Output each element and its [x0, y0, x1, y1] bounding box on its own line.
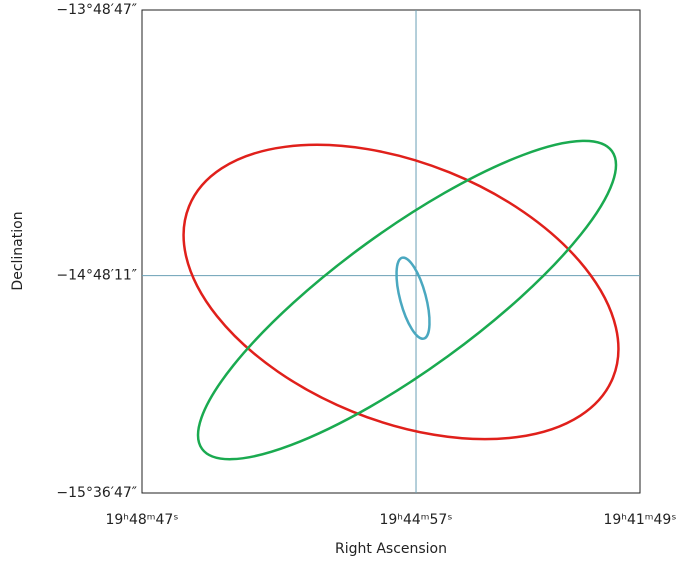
- x-tick-label: 19ʰ41ᵐ49ˢ: [603, 512, 676, 528]
- error-ellipse: [196, 139, 618, 461]
- plot-frame: [141, 9, 641, 494]
- x-tick-label: 19ʰ44ᵐ57ˢ: [379, 512, 452, 528]
- x-tick-label: 19ʰ48ᵐ47ˢ: [105, 512, 178, 528]
- x-axis-title: Right Ascension: [335, 541, 447, 557]
- y-tick-label: −13°48′47″: [56, 2, 137, 18]
- error-ellipse: [182, 143, 620, 441]
- y-tick-label: −14°48′11″: [56, 268, 137, 284]
- error-ellipse: [395, 256, 431, 340]
- y-axis-title: Declination: [10, 211, 26, 290]
- y-tick-label: −15°36′47″: [56, 485, 137, 501]
